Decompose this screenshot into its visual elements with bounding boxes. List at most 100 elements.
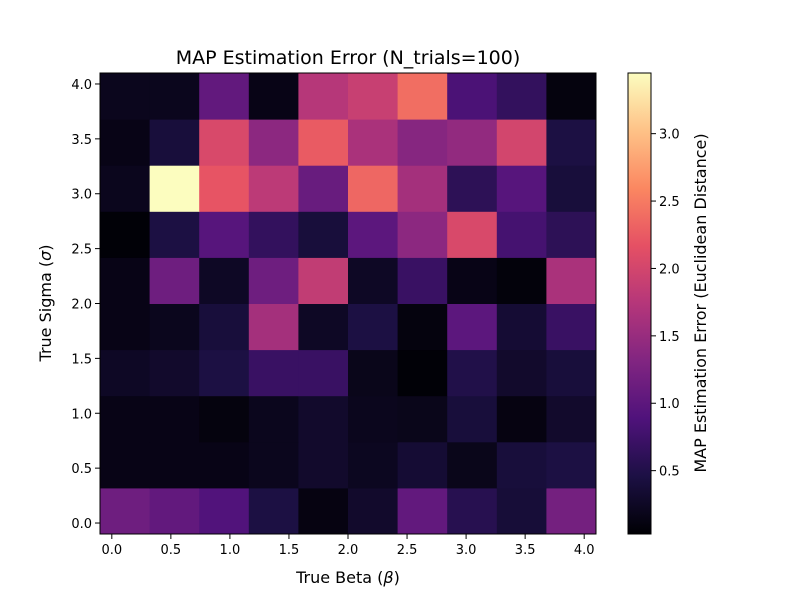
heatmap-cell: [100, 73, 151, 120]
y-tick-label: 1.5: [71, 352, 92, 367]
heatmap-cell: [397, 303, 448, 351]
heatmap-cell: [546, 349, 597, 397]
x-tick-label: 2.0: [338, 543, 359, 558]
heatmap-cell: [199, 165, 250, 212]
heatmap-cell: [546, 211, 597, 258]
heatmap-cell: [546, 257, 597, 304]
heatmap-cell: [348, 165, 399, 212]
heatmap-cell: [149, 349, 200, 397]
heatmap-cell: [100, 211, 151, 258]
heatmap-cell: [199, 211, 250, 258]
heatmap-cell: [496, 211, 547, 258]
heatmap-cell: [248, 303, 299, 351]
heatmap-cell: [397, 395, 448, 443]
y-axis-label: True Sigma (σ): [36, 245, 55, 363]
heatmap-cell: [496, 349, 547, 397]
heatmap-cell: [496, 441, 547, 489]
heatmap-cell: [496, 303, 547, 351]
heatmap-cell: [397, 441, 448, 489]
heatmap-cell: [348, 487, 399, 535]
y-axis-ticks: 0.0 0.5 1.0 1.5 2.0 2.5 3.0 3.5 4.0: [71, 78, 100, 532]
heatmap-cell: [149, 211, 200, 258]
heatmap-cell: [100, 487, 151, 535]
heatmap-cell: [100, 119, 151, 166]
heatmap-cell: [298, 349, 349, 397]
heatmap-cell: [348, 73, 399, 120]
x-tick-label: 3.5: [515, 543, 536, 558]
colorbar-label: MAP Estimation Error (Euclidean Distance…: [691, 133, 710, 472]
heatmap-cell: [496, 257, 547, 304]
y-tick-label: 0.5: [71, 462, 92, 477]
heatmap-cell: [248, 73, 299, 120]
heatmap-cell: [546, 303, 597, 351]
heatmap-cell: [447, 257, 498, 304]
heatmap-cell: [546, 165, 597, 212]
heatmap-cell: [199, 303, 250, 351]
heatmap-cell: [149, 395, 200, 443]
heatmap-cell: [348, 349, 399, 397]
heatmap-cell: [149, 441, 200, 489]
heatmap-cell: [199, 119, 250, 166]
heatmap-cell: [447, 211, 498, 258]
y-tick-label: 3.5: [71, 133, 92, 148]
heatmap-cell: [397, 211, 448, 258]
heatmap-cell: [149, 303, 200, 351]
heatmap-cell: [298, 487, 349, 535]
heatmap-cell: [447, 349, 498, 397]
heatmap-cell: [199, 441, 250, 489]
heatmap-cell: [447, 119, 498, 166]
x-tick-label: 2.5: [397, 543, 418, 558]
heatmap-cell: [447, 73, 498, 120]
heatmap-cells: [100, 73, 597, 535]
heatmap-cell: [397, 73, 448, 120]
heatmap-cell: [546, 441, 597, 489]
heatmap-cell: [199, 487, 250, 535]
colorbar-tick-label: 2.0: [659, 262, 680, 277]
colorbar-tick-label: 1.0: [659, 397, 680, 412]
heatmap-cell: [546, 119, 597, 166]
y-tick-label: 1.0: [71, 407, 92, 422]
heatmap-cell: [298, 303, 349, 351]
heatmap-cell: [348, 257, 399, 304]
y-tick-label: 3.0: [71, 188, 92, 203]
heatmap-cell: [447, 165, 498, 212]
colorbar-tick-label: 2.5: [659, 195, 680, 210]
heatmap-cell: [248, 119, 299, 166]
heatmap-cell: [397, 165, 448, 212]
heatmap-cell: [447, 395, 498, 443]
heatmap-cell: [447, 441, 498, 489]
heatmap-cell: [149, 165, 200, 212]
x-axis-ticks: 0.0 0.5 1.0 1.5 2.0 2.5 3.0 3.5 4.0: [101, 534, 595, 558]
heatmap-cell: [397, 257, 448, 304]
heatmap-cell: [397, 349, 448, 397]
colorbar-ticks: 0.5 1.0 1.5 2.0 2.5 3.0: [651, 128, 680, 480]
heatmap-cell: [100, 441, 151, 489]
heatmap-cell: [248, 211, 299, 258]
colorbar-tick-label: 1.5: [659, 330, 680, 345]
heatmap-cell: [100, 257, 151, 304]
x-tick-label: 0.5: [161, 543, 182, 558]
heatmap-cell: [100, 165, 151, 212]
x-tick-label: 1.0: [220, 543, 241, 558]
heatmap-cell: [348, 119, 399, 166]
heatmap-cell: [496, 119, 547, 166]
heatmap-cell: [298, 257, 349, 304]
heatmap-cell: [348, 441, 399, 489]
heatmap-cell: [248, 441, 299, 489]
x-tick-label: 3.0: [456, 543, 477, 558]
heatmap-cell: [298, 165, 349, 212]
heatmap-cell: [546, 487, 597, 535]
y-tick-label: 2.0: [71, 298, 92, 313]
heatmap-cell: [199, 349, 250, 397]
heatmap-cell: [199, 257, 250, 304]
heatmap-cell: [546, 395, 597, 443]
heatmap-cell: [447, 303, 498, 351]
heatmap-cell: [149, 257, 200, 304]
heatmap-cell: [248, 257, 299, 304]
colorbar-tick-label: 0.5: [659, 465, 680, 480]
heatmap-cell: [397, 119, 448, 166]
x-axis-label: True Beta (β): [295, 568, 400, 587]
heatmap-cell: [149, 119, 200, 166]
heatmap-cell: [496, 165, 547, 212]
